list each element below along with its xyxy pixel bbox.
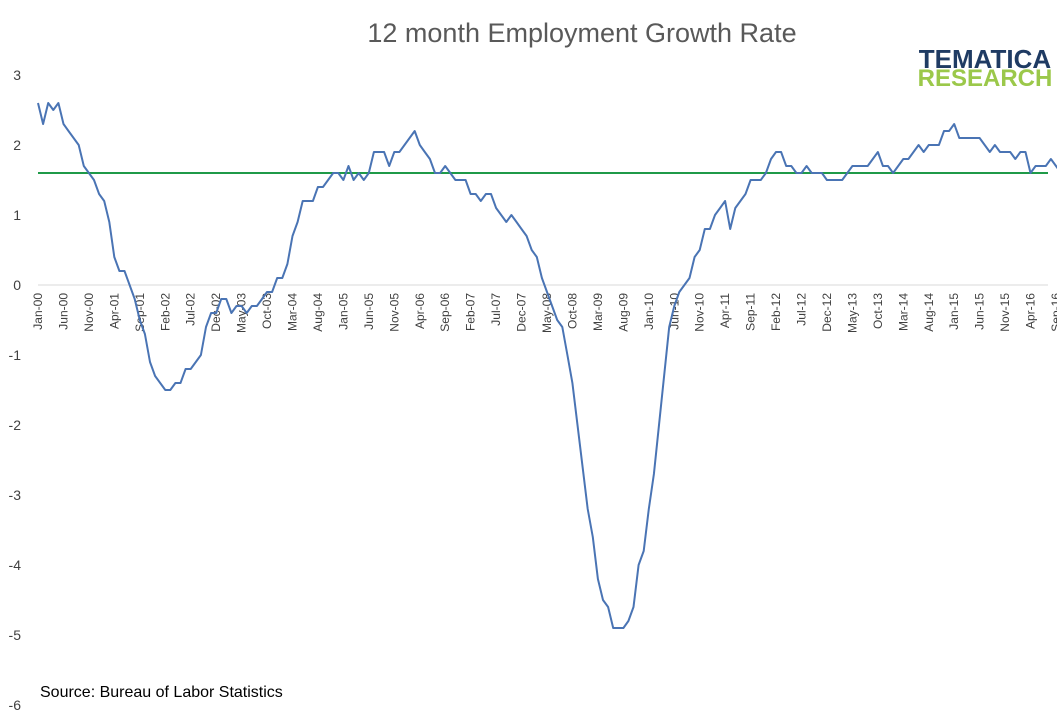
- x-tick-label: May-03: [235, 293, 249, 333]
- x-tick-label: Jun-05: [362, 293, 376, 330]
- y-tick-label: -6: [9, 697, 22, 713]
- x-tick-label: Apr-06: [413, 293, 427, 329]
- y-axis-tick-labels: 3 2 1 0 -1 -2 -3 -4 -5 -6: [9, 67, 22, 713]
- x-tick-label: May-13: [845, 293, 859, 333]
- y-tick-label: -3: [9, 487, 22, 503]
- x-tick-label: Oct-08: [565, 293, 579, 329]
- x-tick-label: Jan-10: [642, 293, 656, 330]
- x-tick-label: Mar-09: [591, 293, 605, 331]
- y-tick-label: -5: [9, 627, 22, 643]
- x-tick-label: Jun-00: [56, 293, 70, 330]
- x-tick-label: Oct-03: [260, 293, 274, 329]
- source-note: Source: Bureau of Labor Statistics: [40, 684, 283, 701]
- x-tick-label: Feb-12: [769, 293, 783, 331]
- y-tick-label: 0: [13, 277, 21, 293]
- x-tick-label: May-08: [540, 293, 554, 333]
- x-tick-label: Aug-14: [922, 293, 936, 332]
- x-tick-label: Sep-16: [1049, 293, 1057, 332]
- x-axis-tick-labels: Jan-00 Jun-00 Nov-00 Apr-01 Sep-01 Feb-02 Jul-…: [31, 293, 1057, 333]
- x-tick-label: Jul-12: [795, 293, 809, 326]
- x-tick-label: Dec-12: [820, 293, 834, 332]
- x-tick-label: Jan-00: [31, 293, 45, 330]
- chart-title: 12 month Employment Growth Rate: [367, 18, 796, 48]
- x-tick-label: Mar-14: [896, 293, 910, 331]
- x-tick-label: Apr-16: [1024, 293, 1038, 329]
- x-tick-label: Nov-15: [998, 293, 1012, 332]
- y-tick-label: -4: [9, 557, 22, 573]
- x-tick-label: Aug-09: [616, 293, 630, 332]
- x-tick-label: Jan-05: [336, 293, 350, 330]
- logo-line-1: TEMATICA: [919, 44, 1052, 74]
- series-line: [37, 102, 1057, 629]
- x-tick-label: Mar-04: [286, 293, 300, 331]
- x-tick-label: Jul-07: [489, 293, 503, 326]
- y-tick-label: 1: [13, 207, 21, 223]
- x-tick-label: Sep-06: [438, 293, 452, 332]
- x-tick-label: Nov-00: [82, 293, 96, 332]
- x-tick-label: Jan-15: [947, 293, 961, 330]
- x-tick-label: Jun-15: [973, 293, 987, 330]
- y-tick-label: -2: [9, 417, 22, 433]
- data-series: [37, 102, 1057, 629]
- x-tick-label: Nov-05: [387, 293, 401, 332]
- x-tick-label: Nov-10: [693, 293, 707, 332]
- x-tick-label: Apr-01: [107, 293, 121, 329]
- x-tick-label: Feb-07: [464, 293, 478, 331]
- company-logo: TEMATICA RESEARCH: [918, 44, 1053, 92]
- logo-line-2: RESEARCH: [918, 65, 1053, 92]
- x-tick-label: Oct-13: [871, 293, 885, 329]
- x-tick-label: Dec-07: [515, 293, 529, 332]
- y-tick-label: 2: [13, 137, 21, 153]
- x-tick-label: Apr-11: [718, 293, 732, 328]
- x-tick-label: Feb-02: [158, 293, 172, 331]
- y-tick-label: -1: [9, 347, 22, 363]
- y-tick-label: 3: [13, 67, 21, 83]
- x-tick-label: Jul-02: [184, 293, 198, 326]
- x-tick-label: Aug-04: [311, 293, 325, 332]
- x-tick-label: Sep-11: [744, 293, 758, 331]
